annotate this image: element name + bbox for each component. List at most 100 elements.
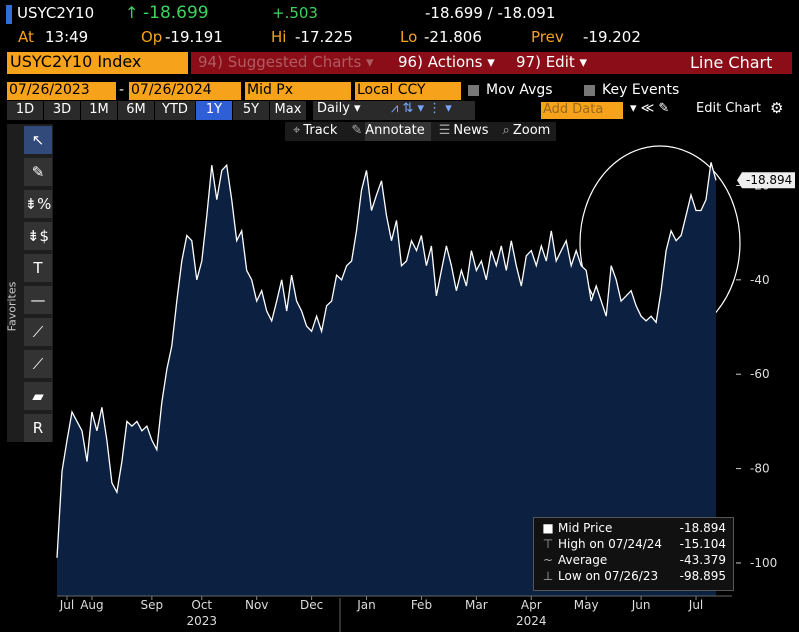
- security-box[interactable]: USYC2Y10 Index: [7, 52, 188, 74]
- legend-row: ⊤ High on 07/24/24 -15.104: [538, 536, 728, 552]
- currency[interactable]: Local CCY: [355, 82, 461, 100]
- tool-icon[interactable]: ⟋: [24, 318, 52, 346]
- chart-kind[interactable]: Line Chart: [690, 53, 773, 72]
- tool-icon[interactable]: T: [24, 254, 52, 282]
- ticker: USYC2Y10: [17, 4, 95, 22]
- end-date[interactable]: 07/26/2024: [129, 82, 241, 100]
- edit-chart[interactable]: Edit Chart: [696, 101, 762, 116]
- period-button[interactable]: 6M: [118, 101, 154, 120]
- legend-value: -18.894: [679, 521, 726, 535]
- legend-rows: ■ Mid Price -18.894 ⊤ High on 07/24/24 -15.10…: [538, 520, 728, 584]
- add-data[interactable]: Add Data: [541, 102, 623, 119]
- legend-icon: ■: [542, 521, 554, 535]
- legend-value: -43.379: [679, 553, 726, 567]
- quote-value: -19.191: [165, 28, 223, 46]
- legend-label: Low on 07/26/23: [558, 569, 659, 583]
- legend-label: High on 07/24/24: [558, 537, 663, 551]
- period-button[interactable]: Max: [270, 101, 306, 120]
- tool-icon[interactable]: ⇟%: [24, 190, 52, 218]
- last-value-tag: [737, 172, 795, 189]
- key-events[interactable]: Key Events: [602, 82, 680, 98]
- period-button[interactable]: 5Y: [233, 101, 269, 120]
- start-date[interactable]: 07/26/2023: [7, 82, 116, 100]
- quote-label: Hi: [271, 28, 287, 46]
- legend-label: Average: [558, 553, 608, 567]
- x-tick-label: Oct: [191, 598, 212, 612]
- legend-value: -98.895: [679, 569, 726, 583]
- legend-row: ~ Average -43.379: [538, 552, 728, 568]
- period-button[interactable]: 3D: [44, 101, 80, 120]
- period-button[interactable]: 1Y: [196, 101, 232, 120]
- checkbox[interactable]: [584, 85, 595, 96]
- legend-icon: ⊥: [542, 569, 554, 583]
- tool-button[interactable]: Zoom: [512, 123, 551, 138]
- legend: [533, 517, 734, 591]
- legend-row: ■ Mid Price -18.894: [538, 520, 728, 536]
- y-tick-label: -80: [750, 462, 770, 476]
- tool-icon[interactable]: —: [24, 286, 52, 314]
- tool-icon[interactable]: R: [24, 414, 52, 442]
- tool-button[interactable]: News: [453, 123, 489, 138]
- mov-avgs[interactable]: Mov Avgs: [486, 82, 553, 98]
- y-tick-label: -40: [750, 273, 770, 287]
- last-value-label: -18.894: [746, 173, 792, 187]
- suggested-charts[interactable]: 94) Suggested Charts ▾: [198, 53, 374, 71]
- checkbox[interactable]: [468, 85, 479, 96]
- tool-icon[interactable]: ⇟$: [24, 222, 52, 250]
- x-tick-label: Dec: [300, 598, 323, 612]
- x-tick-label: Sep: [141, 598, 164, 612]
- tool-icon[interactable]: ⟋: [24, 350, 52, 378]
- tool-icon[interactable]: ▰: [24, 382, 52, 410]
- actions-menu[interactable]: 96) Actions ▾: [398, 53, 495, 71]
- chart-style-icons[interactable]: ⩘ ⇅ ▾ ⋮ ▾: [385, 101, 475, 120]
- date-dash: -: [119, 82, 125, 98]
- period-button[interactable]: YTD: [155, 101, 195, 120]
- x-tick-label: Jun: [631, 598, 651, 612]
- x-tick-label: Jan: [356, 598, 376, 612]
- tool-button[interactable]: Annotate: [365, 122, 431, 141]
- quote-row: At 13:49 Op -19.191 Hi -17.225 Lo -21.806 Prev -1…: [0, 28, 799, 50]
- legend-row: ⊥ Low on 07/26/23 -98.895: [538, 568, 728, 584]
- menu-bar: [191, 52, 792, 74]
- legend-icon: ~: [542, 553, 554, 567]
- tool-icon[interactable]: ↖: [24, 126, 52, 154]
- x-tick-label: Jul: [688, 598, 703, 612]
- legend-value: -15.104: [679, 537, 726, 551]
- x-tick-label: Apr: [521, 598, 542, 612]
- last-price: -18.699: [143, 3, 209, 23]
- tool-icon: ✎: [351, 123, 363, 138]
- legend-icon: ⊤: [542, 537, 554, 551]
- year-label: 2024: [516, 614, 547, 628]
- quote-value: -19.202: [583, 28, 641, 46]
- quote-value: 13:49: [45, 28, 89, 46]
- period-row: 1D 3D 1M 6M YTD 1Y 5Y Max: [7, 101, 307, 120]
- arrow: ↑: [125, 3, 139, 22]
- bid-ask: -18.699 / -18.091: [425, 4, 556, 22]
- year-label: 2023: [187, 614, 218, 628]
- period-button[interactable]: 1M: [81, 101, 117, 120]
- x-tick-label: Nov: [245, 598, 268, 612]
- frequency[interactable]: Daily ▾: [313, 101, 387, 120]
- field[interactable]: Mid Px: [245, 82, 351, 100]
- tool-icon: ☰: [438, 123, 451, 138]
- quote-label: At: [18, 28, 34, 46]
- favorites[interactable]: Favorites: [5, 281, 19, 332]
- tool-row: ⌖ Track ✎ Annotate ☰ News ⌕ Zoom: [285, 122, 557, 141]
- area: [57, 162, 716, 597]
- quote-value: -17.225: [295, 28, 353, 46]
- quote-label: Lo: [400, 28, 418, 46]
- x-tick-label: Mar: [465, 598, 488, 612]
- x-tick-label: Feb: [411, 598, 432, 612]
- tool-button[interactable]: Track: [303, 123, 338, 138]
- line: [56, 162, 717, 558]
- quote-value: -21.806: [424, 28, 482, 46]
- quote-label: Op: [141, 28, 163, 46]
- settings-icon[interactable]: ⚙: [770, 99, 784, 117]
- nav-icons[interactable]: ▾ ≪ ✎: [630, 101, 670, 116]
- period-button[interactable]: 1D: [7, 101, 43, 120]
- edit-menu[interactable]: 97) Edit ▾: [516, 53, 588, 71]
- tool-icon[interactable]: ✎: [24, 158, 52, 186]
- change: +.503: [272, 4, 318, 22]
